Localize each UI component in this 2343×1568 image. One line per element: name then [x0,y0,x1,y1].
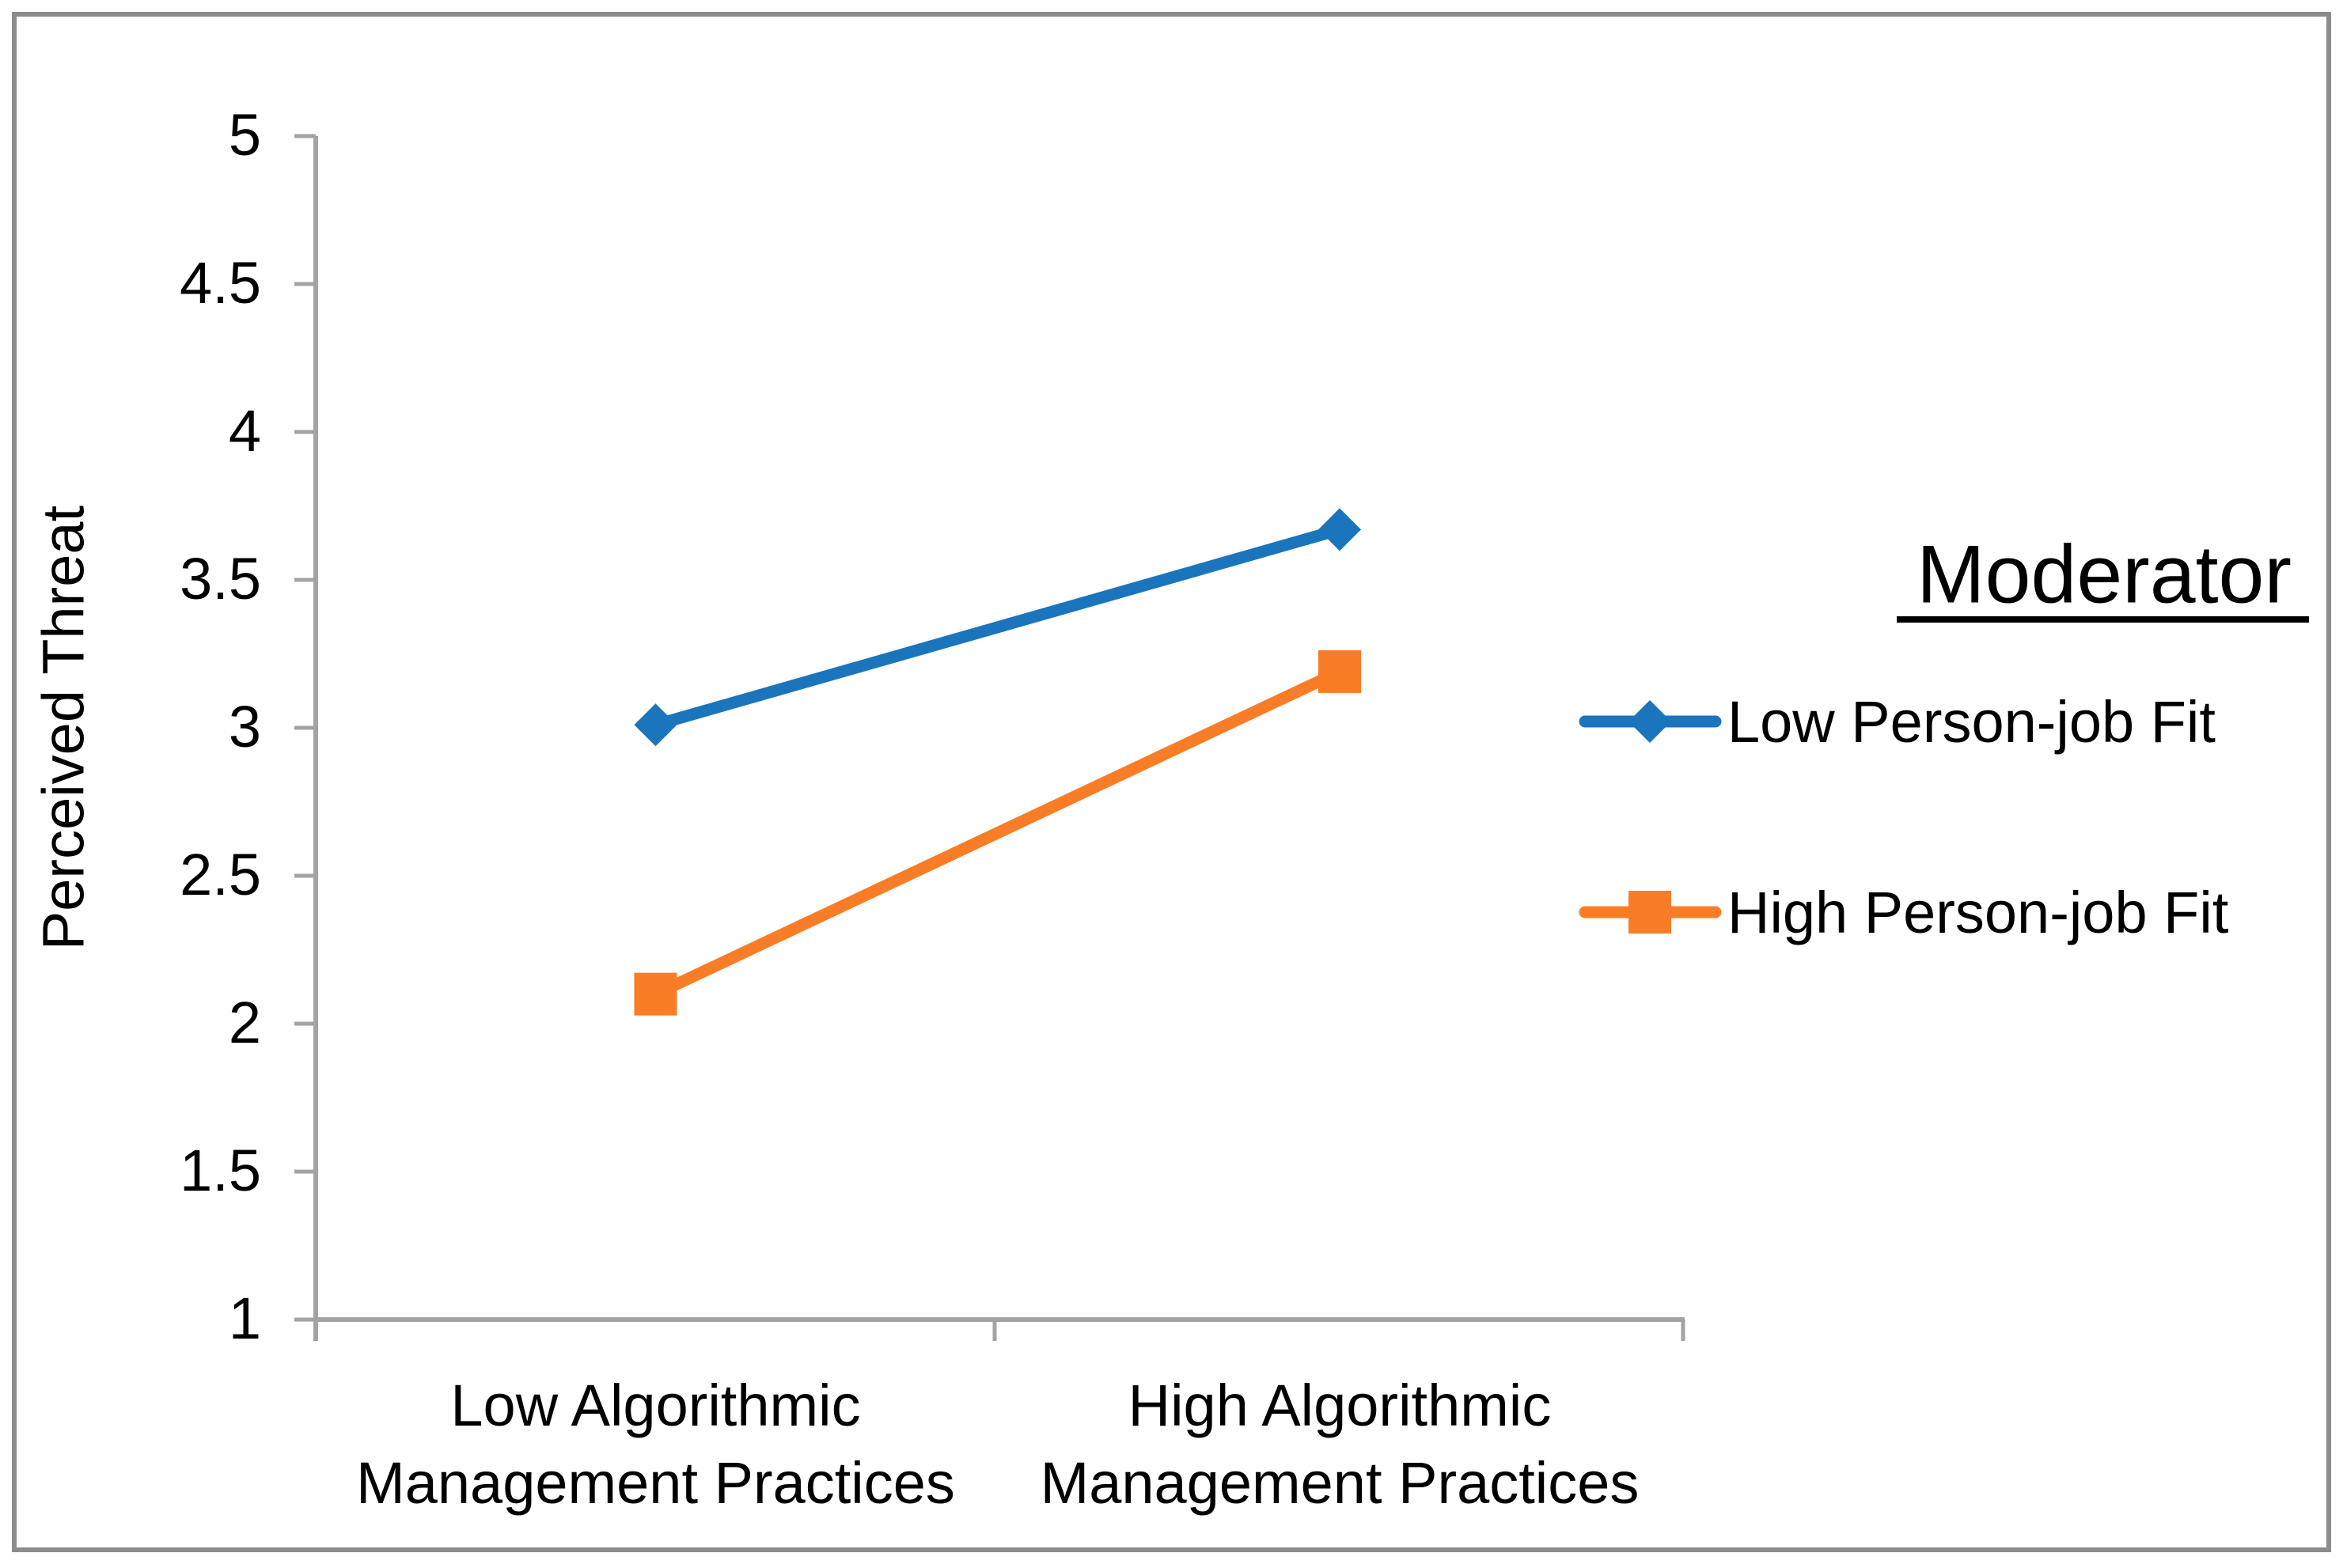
y-axis-tick-label: 2.5 [180,841,261,907]
legend-item-low-person-job-fit: Low Person-job Fit [1579,674,2216,769]
y-axis-tick-label: 1.5 [180,1137,261,1203]
legend-label-high-person-job-fit: High Person-job Fit [1727,879,2229,945]
y-axis-tick-label: 4.5 [180,249,261,316]
legend-title-underline [1897,616,2309,623]
series-line-high-person-job-fit [650,665,1346,1001]
y-axis-tick-label: 3.5 [180,545,261,612]
legend-title: Moderator [1916,528,2292,621]
legend-label-low-person-job-fit: Low Person-job Fit [1727,688,2216,755]
diamond-marker-legend [1628,700,1671,743]
square-marker-high-person-job-fit-0 [634,972,677,1016]
y-axis-tick-label: 2 [228,989,261,1055]
x-axis-category-label: High Algorithmic Management Practices [1040,1373,1640,1516]
legend-item-high-person-job-fit: High Person-job Fit [1579,865,2228,960]
series-line-low-person-job-fit [650,523,1346,731]
y-axis-tick-label: 4 [228,397,261,464]
legend-marker-square-icon [1579,891,1722,934]
square-marker-high-person-job-fit-1 [1318,650,1361,693]
diamond-marker-low-person-job-fit-0 [634,703,677,747]
y-axis-tick-label: 1 [228,1285,261,1351]
y-axis-tick-label: 5 [228,101,261,168]
x-axis-category-label: Low Algorithmic Management Practices [356,1373,955,1516]
y-axis-tick-label: 3 [228,693,261,759]
diamond-marker-low-person-job-fit-1 [1318,508,1361,551]
y-axis-title: Perceived Threat [30,505,97,951]
square-marker-legend [1628,891,1671,934]
legend-marker-diamond-icon [1579,700,1722,743]
